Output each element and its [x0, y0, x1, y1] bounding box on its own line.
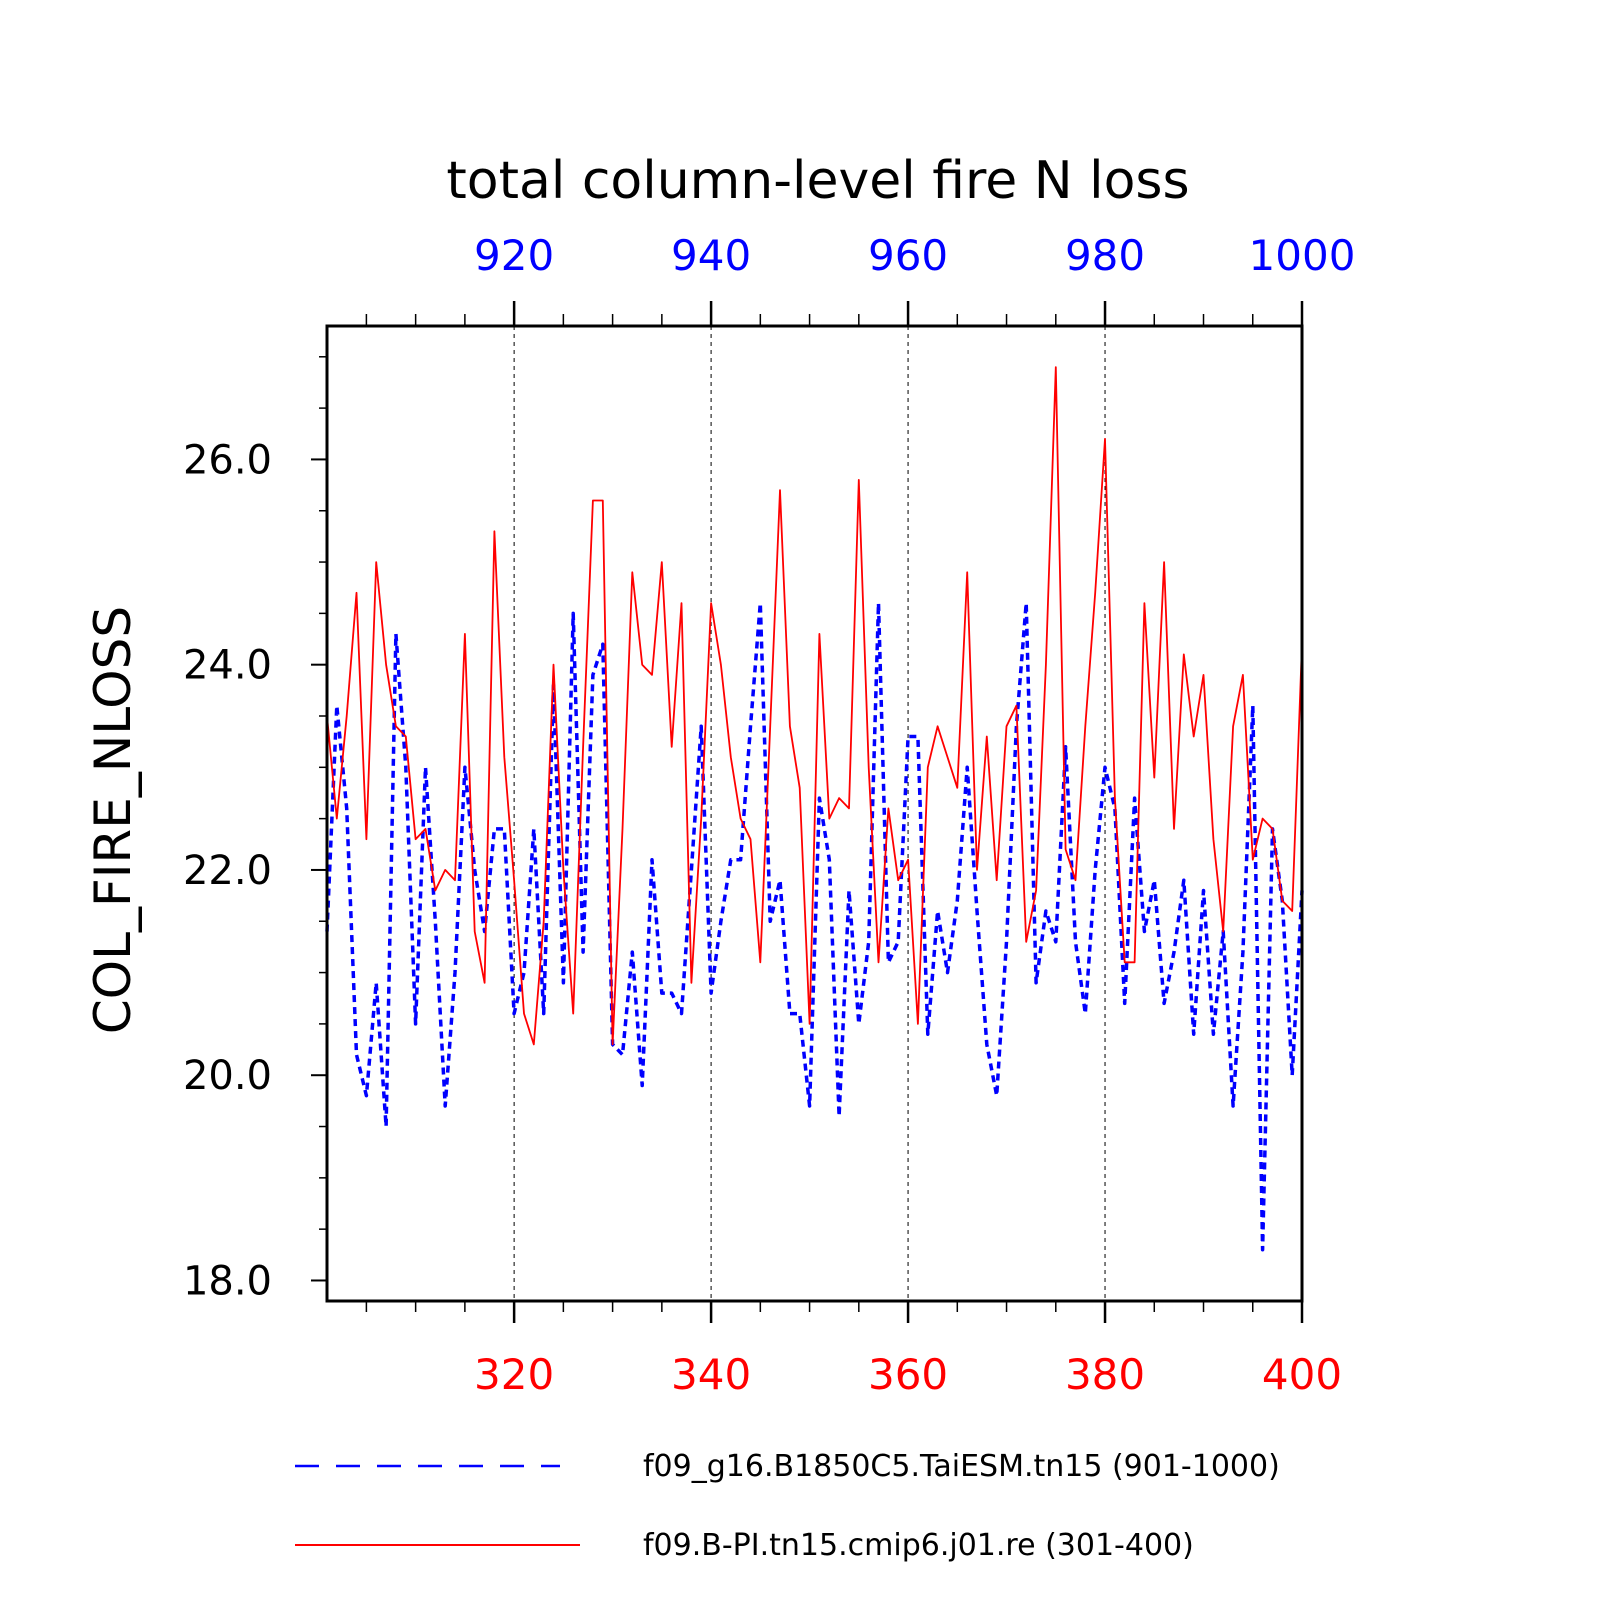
x-top-tick-label: 1000 [1249, 231, 1356, 280]
plot-frame [325, 324, 1304, 1303]
y-tick-label: 18.0 [183, 1258, 272, 1304]
series-layer [325, 366, 1304, 1252]
y-tick-label: 26.0 [183, 437, 272, 483]
x-bottom-tick-label: 400 [1262, 1350, 1342, 1399]
x-top-tick-label: 920 [474, 231, 554, 280]
y-tick-label: 20.0 [183, 1053, 272, 1099]
chart-title: total column-level fire N loss [446, 151, 1189, 211]
x-top-tick-label: 960 [868, 231, 948, 280]
y-axis-label: COL_FIRE_NLOSS [84, 606, 142, 1034]
y-tick-label: 22.0 [183, 848, 272, 894]
y-tick-label: 24.0 [183, 643, 272, 689]
x-bottom-tick-label: 380 [1065, 1350, 1145, 1399]
x-bottom-tick-label: 360 [868, 1350, 948, 1399]
x-top-tick-label: 940 [671, 231, 751, 280]
series-line-taiesm [325, 601, 1304, 1252]
x-bottom-tick-label: 320 [474, 1350, 554, 1399]
legend-label-cmip6: f09.B-PI.tn15.cmip6.j01.re (301-400) [643, 1528, 1194, 1563]
series-line-cmip6 [326, 366, 1303, 1046]
legend-label-taiesm: f09_g16.B1850C5.TaiESM.tn15 (901-1000) [643, 1449, 1280, 1484]
axes-layer: 18.0 20.0 22.0 24.0 26.0 320 340 360 380 400 920 94… [183, 231, 1356, 1399]
x-top-tick-label: 980 [1065, 231, 1145, 280]
vertical-gridlines [513, 326, 1106, 1301]
legend: f09_g16.B1850C5.TaiESM.tn15 (901-1000) f… [295, 1449, 1280, 1563]
x-bottom-tick-label: 340 [671, 1350, 751, 1399]
